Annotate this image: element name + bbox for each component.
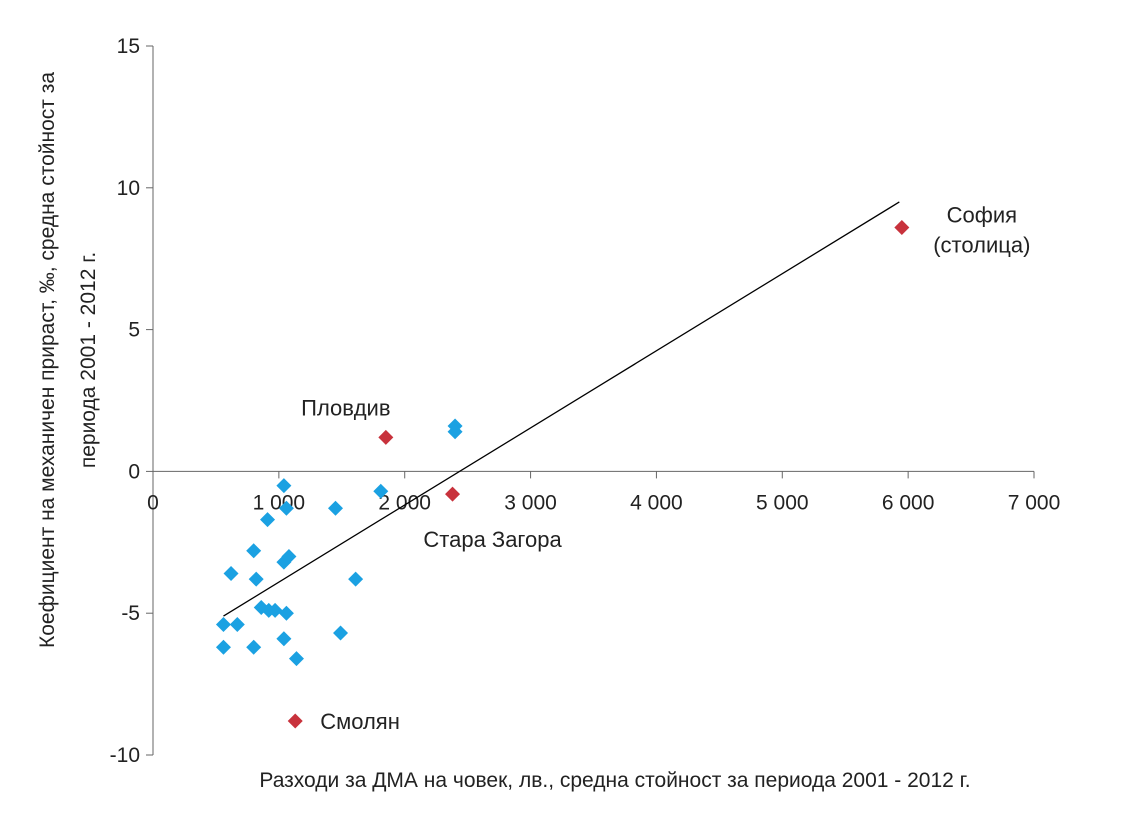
data-point: [288, 651, 304, 667]
y-axis: -10 -5 0 5 10 15: [110, 35, 154, 767]
trendline-group: [223, 201, 900, 617]
trendline: [223, 201, 900, 617]
data-points: [215, 220, 910, 729]
y-tick-label: -5: [121, 602, 140, 625]
point-label: Смолян: [320, 709, 400, 734]
data-point: [276, 631, 292, 647]
data-point: [260, 512, 276, 528]
y-axis-title-line1: Коефициент на механичен прираст, ‰, сред…: [36, 72, 59, 648]
highlight-point: [287, 713, 303, 729]
data-point: [348, 571, 364, 587]
data-point: [215, 617, 231, 633]
data-point: [333, 625, 349, 641]
highlight-point: [378, 429, 394, 445]
data-point: [373, 483, 389, 499]
x-tick-label: 1 000: [253, 491, 306, 514]
data-point: [246, 639, 262, 655]
y-tick-label: -10: [110, 744, 140, 767]
data-point: [278, 500, 294, 516]
highlight-point: [894, 220, 910, 236]
y-tick-label: 15: [117, 35, 140, 58]
x-tick-label: 4 000: [630, 491, 683, 514]
x-tick-label: 0: [147, 491, 159, 514]
data-point: [248, 571, 264, 587]
x-tick-label: 2 000: [378, 491, 431, 514]
x-tick-label: 7 000: [1008, 491, 1061, 514]
data-point: [278, 605, 294, 621]
point-label: София: [947, 203, 1017, 228]
x-axis-title: Разходи за ДМА на човек, лв., средна сто…: [259, 769, 970, 792]
x-tick-label: 5 000: [756, 491, 809, 514]
data-point: [229, 617, 245, 633]
y-tick-label: 0: [128, 460, 140, 483]
data-point: [267, 602, 283, 618]
data-point: [276, 478, 292, 494]
point-label: Стара Загора: [423, 527, 562, 552]
data-point: [281, 548, 297, 564]
data-point: [223, 565, 239, 581]
point-label: (столица): [933, 233, 1030, 258]
x-tick-label: 3 000: [504, 491, 557, 514]
highlight-point: [445, 486, 461, 502]
point-annotations: София (столица) Пловдив Стара Загора Смолян: [301, 203, 1030, 734]
y-axis-title-line2: периода 2001 - 2012 г.: [77, 252, 100, 468]
data-point: [215, 639, 231, 655]
point-label: Пловдив: [301, 395, 390, 420]
data-point: [447, 424, 463, 440]
y-tick-label: 5: [128, 319, 140, 342]
data-point: [246, 543, 262, 559]
y-tick-label: 10: [117, 177, 140, 200]
data-point: [327, 500, 343, 516]
x-tick-label: 6 000: [882, 491, 935, 514]
